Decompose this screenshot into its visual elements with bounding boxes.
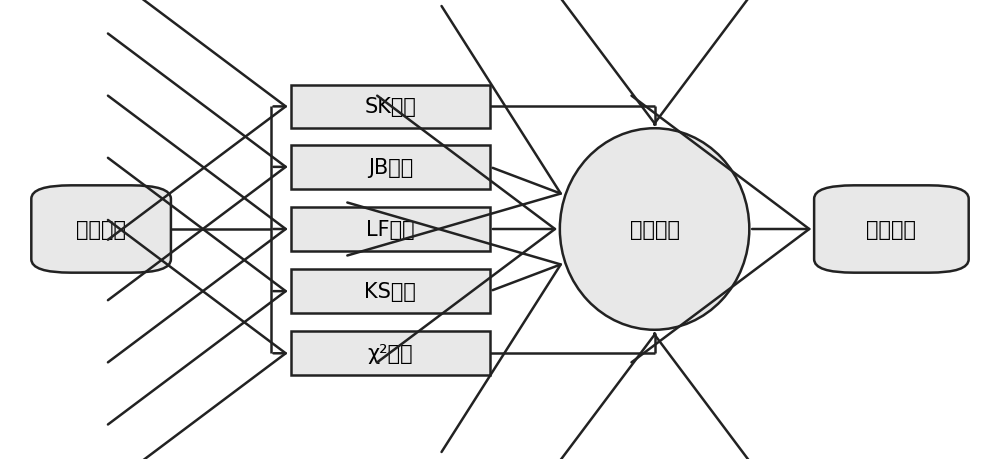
Text: KS检测: KS检测 [364, 281, 416, 302]
Text: SK检测: SK检测 [364, 97, 416, 117]
Text: χ²检测: χ²检测 [367, 343, 413, 364]
FancyArrowPatch shape [108, 34, 286, 301]
FancyBboxPatch shape [291, 332, 490, 375]
FancyArrowPatch shape [108, 158, 286, 425]
FancyBboxPatch shape [291, 85, 490, 129]
FancyArrowPatch shape [108, 96, 286, 363]
Text: 检测融合: 检测融合 [630, 219, 680, 240]
FancyArrowPatch shape [108, 220, 286, 459]
Text: 测量新息: 测量新息 [76, 219, 126, 240]
Text: JB检测: JB检测 [368, 157, 413, 178]
FancyArrowPatch shape [108, 0, 286, 240]
FancyArrowPatch shape [347, 203, 561, 452]
FancyArrowPatch shape [521, 334, 788, 459]
Text: 检测结果: 检测结果 [866, 219, 916, 240]
FancyArrowPatch shape [377, 96, 555, 363]
Ellipse shape [560, 129, 749, 330]
FancyBboxPatch shape [291, 208, 490, 251]
FancyBboxPatch shape [31, 186, 171, 273]
Text: LF检测: LF检测 [366, 219, 415, 240]
FancyArrowPatch shape [521, 0, 788, 125]
FancyArrowPatch shape [631, 96, 809, 363]
FancyBboxPatch shape [291, 146, 490, 189]
FancyArrowPatch shape [347, 7, 561, 256]
FancyBboxPatch shape [814, 186, 969, 273]
FancyBboxPatch shape [291, 270, 490, 313]
